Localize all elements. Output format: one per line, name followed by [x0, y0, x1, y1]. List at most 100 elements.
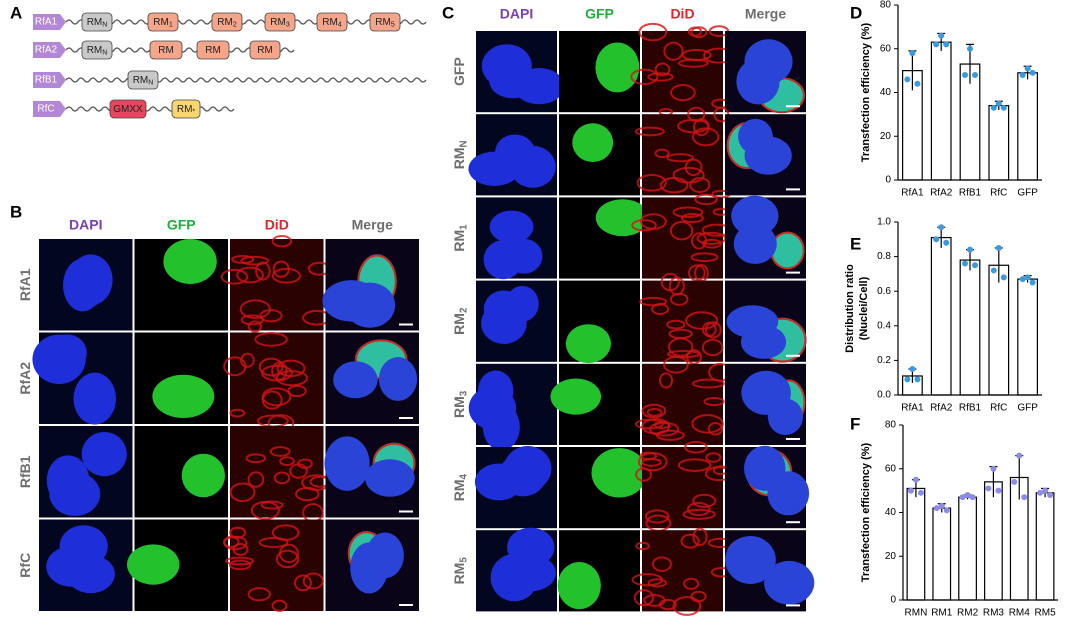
- data-point: [1024, 65, 1031, 72]
- domain-label: GMXX: [113, 104, 143, 115]
- x-tick-label: RM3: [983, 608, 1005, 619]
- protein-name: RfA1: [35, 17, 58, 28]
- label-sub: *: [192, 108, 195, 115]
- nucleus: [73, 372, 117, 425]
- gfp-signal: [591, 448, 648, 498]
- label-sub: 5: [391, 21, 395, 28]
- domain-label: RMN: [133, 75, 154, 87]
- bar: [1017, 278, 1038, 396]
- data-point: [1011, 478, 1018, 485]
- membrane-stain: [271, 599, 288, 612]
- domain-label: RM1: [153, 17, 173, 29]
- data-point: [904, 376, 911, 383]
- data-point: [995, 487, 1002, 494]
- gfp-signal: [181, 453, 225, 498]
- nucleus: [731, 195, 779, 237]
- membrane-stain: [680, 533, 700, 549]
- y-tick-label: 0: [885, 175, 891, 186]
- panel-letter: A: [10, 3, 22, 22]
- membrane-stain: [687, 264, 706, 282]
- data-point: [909, 50, 916, 57]
- data-point: [1029, 69, 1036, 76]
- membrane-stain: [271, 267, 301, 284]
- bar: [906, 487, 926, 601]
- nucleus: [81, 431, 127, 477]
- nucleus: [744, 39, 793, 84]
- membrane-stain: [672, 166, 705, 184]
- nucleus: [505, 285, 539, 322]
- data-point: [909, 366, 916, 373]
- membrane-stain: [691, 232, 708, 250]
- data-point: [1037, 489, 1044, 496]
- membrane-stain: [261, 364, 293, 382]
- membrane-stain: [672, 206, 704, 219]
- label-main: RfA2: [17, 362, 33, 395]
- membrane-stain: [707, 422, 724, 436]
- membrane-stain: [691, 414, 724, 434]
- membrane-stain: [692, 378, 725, 389]
- bar: [988, 264, 1010, 396]
- membrane-stain: [630, 68, 659, 85]
- data-point: [938, 32, 945, 39]
- nucleus: [322, 280, 380, 322]
- membrane-stain: [692, 127, 720, 147]
- membrane-stain: [705, 452, 722, 463]
- label-main: RM: [87, 45, 103, 56]
- label-main: RfC: [17, 553, 33, 578]
- membrane-stain: [255, 261, 271, 281]
- label-sub: 4: [338, 21, 342, 28]
- data-point: [959, 494, 966, 501]
- y-tick-label: 20: [885, 551, 897, 562]
- x-tick-label: RfC: [990, 403, 1007, 414]
- protein-tag: [33, 42, 66, 58]
- y-tick-label: 0.4: [877, 320, 891, 331]
- bar: [958, 496, 977, 601]
- protein-tag: [33, 72, 66, 88]
- label-main: RM: [451, 396, 467, 418]
- x-tick-label: RM1: [931, 608, 953, 619]
- label-sub: 5: [458, 557, 469, 563]
- label-main: RfB1: [17, 455, 33, 488]
- label-sub: 1: [458, 224, 469, 230]
- y-tick-label: 80: [885, 420, 897, 431]
- gfp-signal: [595, 42, 640, 93]
- membrane-stain: [229, 526, 247, 539]
- label-sub: N: [102, 21, 107, 28]
- nucleus: [741, 370, 791, 415]
- domain-label: RMN: [87, 17, 108, 29]
- membrane-stain: [667, 337, 694, 357]
- membrane-stain: [703, 397, 725, 407]
- membrane-stain: [220, 268, 249, 285]
- label-sub: 2: [458, 307, 469, 313]
- data-point: [933, 236, 940, 243]
- domain-box: [81, 12, 113, 32]
- nucleus: [49, 472, 101, 517]
- data-point: [990, 465, 997, 472]
- y-tick-label: 60: [885, 463, 897, 474]
- panel-letter: B: [10, 202, 22, 221]
- label-sub: N: [102, 49, 107, 56]
- membrane-stain: [684, 441, 708, 454]
- membrane-stain: [669, 292, 689, 306]
- membrane-stain: [240, 255, 270, 266]
- membrane-stain: [639, 296, 668, 307]
- nucleus: [474, 463, 523, 501]
- membrane-stain: [647, 72, 674, 82]
- column-header: Merge: [352, 217, 393, 233]
- data-point: [990, 267, 997, 274]
- data-point: [995, 244, 1002, 251]
- data-point: [914, 80, 921, 87]
- membrane-stain: [287, 384, 307, 398]
- data-point: [1019, 276, 1026, 283]
- y-tick-label: 0.6: [877, 286, 891, 297]
- nucleus: [482, 403, 520, 451]
- label-sub: 4: [458, 473, 469, 479]
- membrane-stain: [258, 536, 289, 549]
- membrane-stain: [240, 352, 255, 368]
- membrane-stain: [687, 106, 706, 123]
- panel-letter: C: [442, 3, 454, 22]
- row-label: RM4: [451, 473, 469, 501]
- column-header: GFP: [585, 6, 614, 22]
- membrane-stain: [229, 408, 246, 418]
- data-point: [962, 72, 968, 78]
